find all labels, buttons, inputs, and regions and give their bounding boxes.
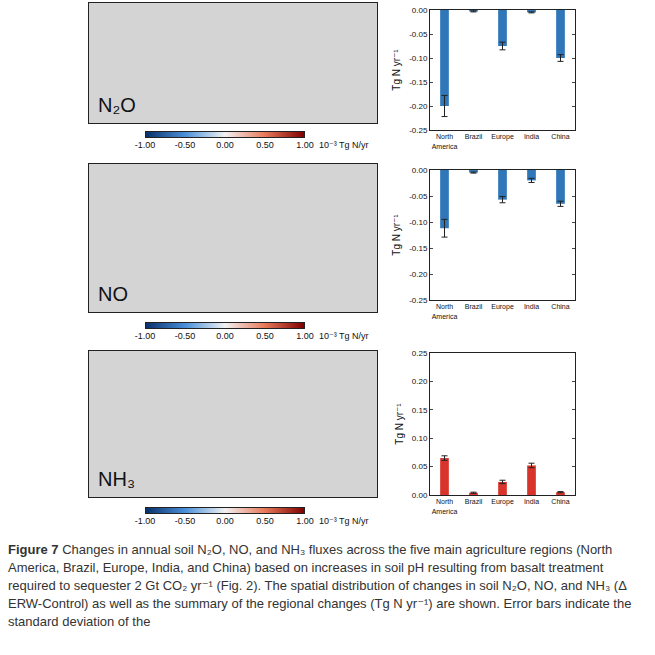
- svg-text:Europe: Europe: [491, 133, 514, 141]
- html-text:Figure 7 Changes in annual soi: Figure 7 Changes in annual soil N₂O, NO,…: [8, 542, 632, 629]
- html-text:0.50: 0.50: [256, 140, 274, 150]
- html-text:0.00: 0.00: [216, 140, 234, 150]
- svg-text:India: India: [524, 498, 539, 505]
- svg-text:0.25: 0.25: [412, 349, 428, 358]
- html-text:-1.00: -1.00: [134, 331, 156, 341]
- svg-text:-0.25: -0.25: [409, 126, 428, 135]
- svg-text:-0.20: -0.20: [409, 102, 428, 111]
- svg-text:-0.15: -0.15: [409, 78, 428, 87]
- svg-text:-0.25: -0.25: [409, 296, 428, 305]
- svg-text:Brazil: Brazil: [465, 498, 483, 505]
- svg-text:India: India: [524, 133, 539, 140]
- html-text:0.00: 0.00: [216, 331, 234, 341]
- html-text:N₂O: N₂O: [98, 94, 136, 116]
- html-text:0.50: 0.50: [256, 516, 274, 526]
- svg-text:Europe: Europe: [491, 498, 514, 506]
- html-text:10⁻³ Tg N/yr: 10⁻³ Tg N/yr: [319, 140, 369, 150]
- svg-text:China: China: [551, 133, 569, 140]
- svg-text:India: India: [524, 303, 539, 310]
- svg-text:NorthAmerica: NorthAmerica: [432, 498, 458, 514]
- svg-text:Tg N yr⁻¹: Tg N yr⁻¹: [391, 49, 402, 91]
- svg-text:0.00: 0.00: [412, 6, 428, 15]
- html-text:NO: NO: [98, 283, 128, 305]
- svg-text:0.20: 0.20: [412, 377, 428, 386]
- svg-text:-0.20: -0.20: [409, 270, 428, 279]
- svg-text:0.10: 0.10: [412, 434, 428, 443]
- svg-text:0.00: 0.00: [412, 491, 428, 500]
- svg-text:0.00: 0.00: [412, 166, 428, 175]
- svg-text:Europe: Europe: [491, 303, 514, 311]
- svg-text:Brazil: Brazil: [465, 133, 483, 140]
- svg-text:Brazil: Brazil: [465, 303, 483, 310]
- html-text:1.00: 1.00: [296, 516, 314, 526]
- html-text:1.00: 1.00: [296, 140, 314, 150]
- html-text:NH₃: NH₃: [98, 468, 135, 490]
- html-text:10⁻³ Tg N/yr: 10⁻³ Tg N/yr: [319, 516, 369, 526]
- svg-text:0.05: 0.05: [412, 462, 428, 471]
- svg-text:China: China: [551, 303, 569, 310]
- html-text:-1.00: -1.00: [134, 516, 156, 526]
- svg-text:-0.10: -0.10: [409, 218, 428, 227]
- svg-text:0.15: 0.15: [412, 406, 428, 415]
- svg-text:-0.05: -0.05: [409, 192, 428, 201]
- svg-text:NorthAmerica: NorthAmerica: [432, 303, 458, 319]
- html-text:-1.00: -1.00: [134, 140, 156, 150]
- html-text:10⁻³ Tg N/yr: 10⁻³ Tg N/yr: [319, 331, 369, 341]
- html-text:0.00: 0.00: [216, 516, 234, 526]
- svg-text:NorthAmerica: NorthAmerica: [432, 133, 458, 149]
- html-text:1.00: 1.00: [296, 331, 314, 341]
- svg-text:-0.10: -0.10: [409, 54, 428, 63]
- svg-text:China: China: [551, 498, 569, 505]
- html-text:-0.50: -0.50: [174, 140, 196, 150]
- svg-text:-0.15: -0.15: [409, 244, 428, 253]
- svg-text:-0.05: -0.05: [409, 30, 428, 39]
- html-text:0.50: 0.50: [256, 331, 274, 341]
- svg-text:Tg N yr⁻¹: Tg N yr⁻¹: [391, 214, 402, 256]
- svg-text:Tg N yr⁻¹: Tg N yr⁻¹: [394, 403, 405, 445]
- html-text:-0.50: -0.50: [174, 331, 196, 341]
- html-text:-0.50: -0.50: [174, 516, 196, 526]
